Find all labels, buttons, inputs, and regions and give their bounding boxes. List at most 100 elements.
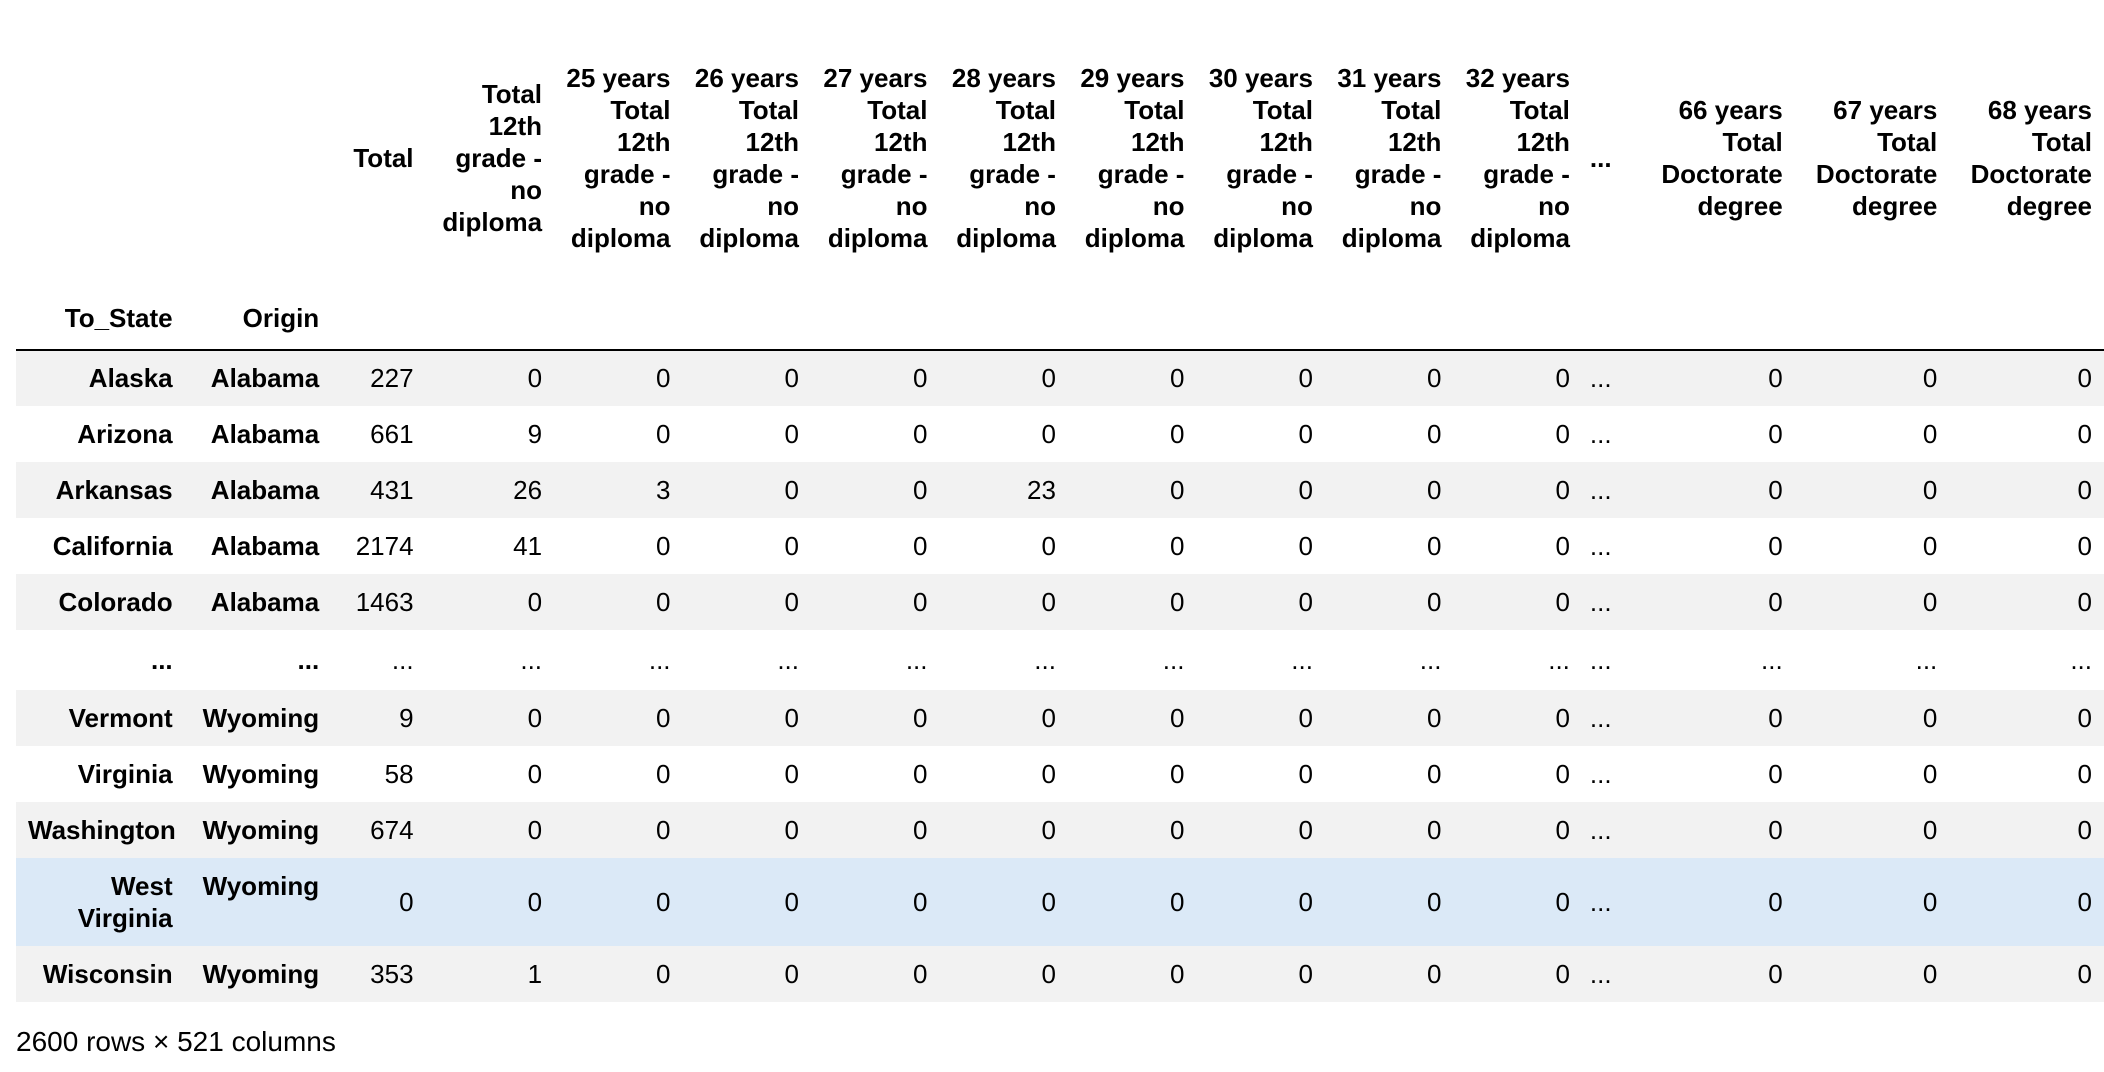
table-cell: 0 [913,474,928,505]
table-cell: 0 [2077,586,2092,617]
table-row: Colorado Alabama 1463 0 0 0 0 0 0 0 0 0... 0 0 0 [16,574,2104,630]
table-cell: ... [1548,644,1570,675]
column-header: Total 12th grade - no diploma [442,79,543,237]
table-cell: ... [1761,644,1783,675]
table-cell: 0 [1922,702,1938,733]
table-body: Alaska Alabama 227 0 0 0 0 0 0 0 0 0... 0 0 0 Arizona Al… [16,350,2104,1002]
table-cell: 0 [1298,758,1313,789]
table-cell: 0 [656,958,671,989]
table-cell: 0 [1426,758,1442,789]
table-cell: 0 [527,586,543,617]
row-index-origin: Wyoming [202,814,320,845]
row-index-to-state: Washington [28,814,176,845]
table-cell: 0 [2077,702,2092,733]
row-index-origin: Alabama [210,474,320,505]
table-cell: 0 [913,530,928,561]
table-cell: 0 [2077,886,2092,917]
ellipsis-cell: ... [1589,363,1612,393]
index-header-spacer [1794,286,1950,351]
table-cell: 0 [527,886,543,917]
table-cell: 3 [656,474,671,505]
table-cell: 0 [527,702,543,733]
row-index-to-state: Colorado [58,586,173,617]
table-cell: ... [905,644,928,675]
column-header: 67 years Total Doctorate degree [1815,95,1938,221]
table-cell: 431 [370,474,414,505]
table-cell: 0 [1922,814,1938,845]
table-cell: 0 [2077,758,2092,789]
table-cell: 41 [513,530,543,561]
table-cell: 0 [1922,886,1938,917]
table-cell: 0 [1041,814,1056,845]
table-cell: 0 [1922,418,1938,449]
table-cell: 0 [1922,530,1938,561]
table-cell: 0 [1169,363,1185,393]
index-header-spacer [331,286,426,351]
table-cell: 0 [1922,586,1938,617]
table-cell: 0 [1768,702,1783,733]
index-header-spacer [682,286,811,351]
row-index-origin: Alabama [210,586,320,617]
table-cell: 0 [1169,814,1185,845]
table-cell: 0 [1426,702,1442,733]
row-index-origin: Wyoming [202,702,320,733]
table-cell: 0 [1041,886,1056,917]
table-cell: 0 [784,702,799,733]
table-cell: 0 [1555,586,1570,617]
table-cell: 0 [1298,814,1313,845]
table-cell: 0 [1298,474,1313,505]
ellipsis-cell: ... [1589,886,1612,917]
table-cell: 674 [370,814,414,845]
table-row: Arizona Alabama 661 9 0 0 0 0 0 0 0 0... 0 0 0 [16,406,2104,462]
index-header-spacer [1324,286,1454,351]
table-cell: 0 [1768,418,1783,449]
table-cell: 0 [913,363,928,393]
table-cell: 0 [1555,814,1570,845]
ellipsis-cell: ... [1589,530,1612,561]
row-index-origin: Wyoming [202,871,320,901]
table-cell: 0 [1041,418,1056,449]
table-cell: 9 [399,702,414,733]
table-cell: 0 [656,418,671,449]
ellipsis-row: ........................................… [16,630,2104,690]
table-cell: 0 [1298,530,1313,561]
table-cell: 0 [1298,418,1313,449]
table-cell: 0 [1041,530,1056,561]
ellipsis-cell: ... [1589,814,1612,845]
table-cell: 0 [1768,814,1783,845]
table-cell: 353 [370,958,414,989]
table-cell: 0 [656,758,671,789]
row-index-to-state: Virginia [77,758,173,789]
table-cell: 0 [784,530,799,561]
table-cell: 0 [1768,886,1783,917]
table-cell: 0 [1768,363,1783,393]
table-cell: 0 [1426,814,1442,845]
table-cell: 0 [1555,886,1570,917]
table-cell: 0 [1768,530,1783,561]
row-index-origin: ... [297,644,320,675]
table-cell: 0 [1298,586,1313,617]
table-cell: 0 [1768,958,1783,989]
dataframe-dimensions: 2600 rows × 521 columns [16,1026,336,1057]
ellipsis-cell: ... [1589,702,1612,733]
table-cell: 0 [784,418,799,449]
table-cell: 0 [1555,418,1570,449]
table-cell: 0 [1041,758,1056,789]
table-cell: 0 [1426,530,1442,561]
table-cell: 0 [1922,474,1938,505]
index-header-spacer [1067,286,1197,351]
table-row: Wisconsin Wyoming 353 1 0 0 0 0 0 0 0 0... 0 0 0 [16,946,2104,1002]
index-header-row: To_State Origin [16,286,2104,351]
row-index-to-state: Alaska [88,363,173,393]
ellipsis-cell: ... [1589,474,1612,505]
table-cell: 26 [513,474,543,505]
table-cell: ... [1419,644,1442,675]
table-cell: 0 [527,758,543,789]
index-header-spacer [425,286,555,351]
table-cell: 0 [1041,586,1056,617]
table-cell: 0 [656,702,671,733]
table-row: Vermont Wyoming 9 0 0 0 0 0 0 0 0 0... 0 0 0 [16,690,2104,746]
table-cell: 0 [656,530,671,561]
table-cell: 0 [1922,363,1938,393]
table-cell: 0 [913,702,928,733]
